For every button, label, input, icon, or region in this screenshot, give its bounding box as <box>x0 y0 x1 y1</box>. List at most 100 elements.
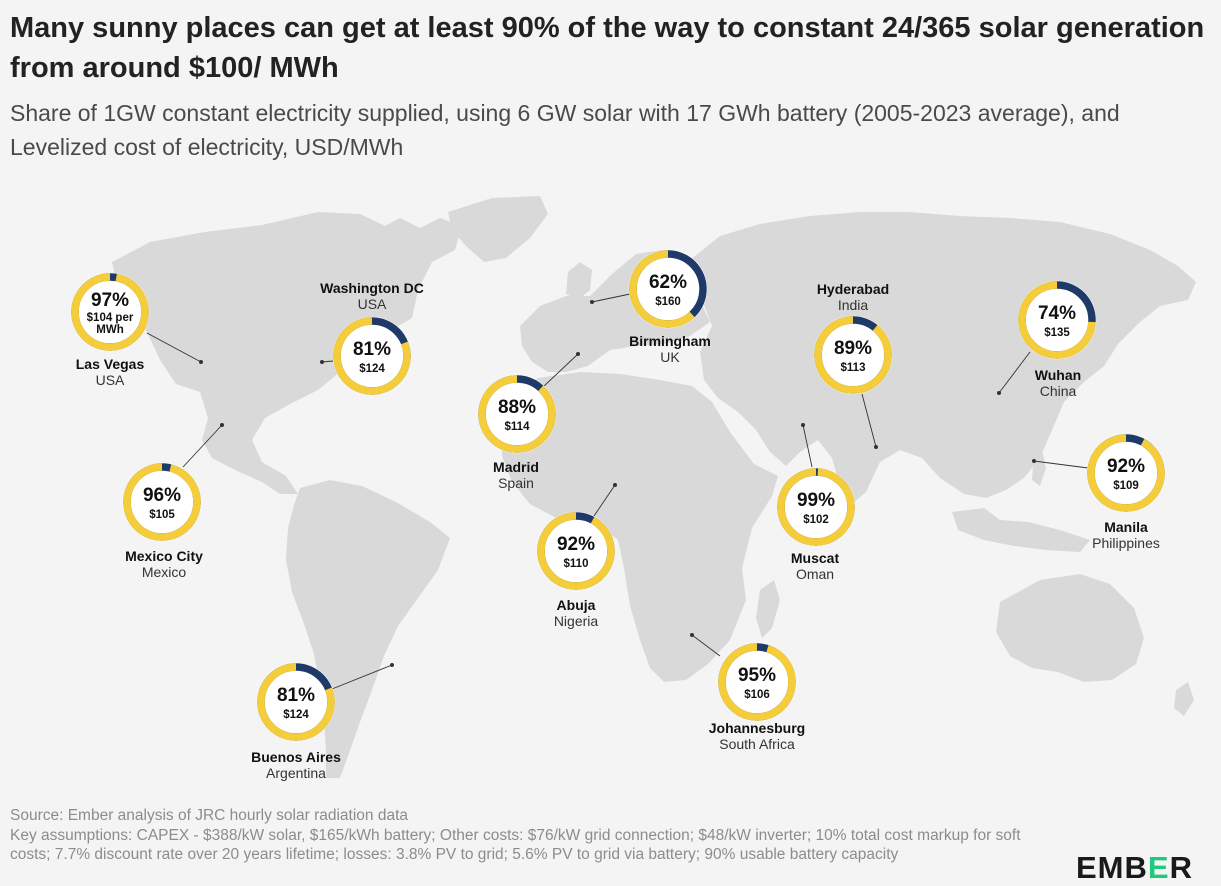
city-name-muscat: Muscat <box>791 550 840 566</box>
share-label-manila: 92% <box>1107 456 1145 477</box>
share-label-johannesburg: 95% <box>738 665 776 686</box>
philippines-shape <box>1032 450 1046 486</box>
ember-logo-accent: E <box>1147 850 1170 885</box>
cost-label-abuja: $110 <box>564 558 589 570</box>
cost-label-washington-dc: $124 <box>359 363 385 375</box>
city-name-hyderabad: Hyderabad <box>817 281 889 297</box>
ember-logo-part3: R <box>1169 850 1193 885</box>
location-dot-wuhan <box>997 391 1001 395</box>
city-name-wuhan: Wuhan <box>1035 367 1081 383</box>
share-label-las-vegas: 97% <box>91 290 129 311</box>
leader-lines <box>146 293 1089 690</box>
leader-line-mexico-city <box>182 424 223 468</box>
solar-share-arc-abuja <box>537 512 615 590</box>
ring-background-muscat <box>776 467 856 547</box>
city-name-washington-dc: Washington DC <box>320 280 424 296</box>
country-name-abuja: Nigeria <box>554 613 599 629</box>
ring-background-hyderabad <box>813 315 893 395</box>
leader-line-johannesburg <box>691 634 721 657</box>
share-label-abuja: 92% <box>557 534 595 555</box>
city-marker-hyderabad: 89% $113 <box>813 315 893 395</box>
cost-label-birmingham: $160 <box>655 296 681 308</box>
australia-shape <box>996 574 1144 682</box>
city-name-las-vegas: Las Vegas <box>76 356 145 372</box>
city-marker-manila: 92% $109 <box>1086 433 1166 513</box>
leader-line-hyderabad <box>861 393 877 448</box>
leader-line-buenos-aires <box>331 664 393 690</box>
location-dot-birmingham <box>590 300 594 304</box>
solar-share-arc-madrid <box>478 375 556 453</box>
cost-label-muscat: $102 <box>803 514 829 526</box>
ring-background-johannesburg <box>717 642 797 722</box>
solar-share-arc-manila <box>1087 434 1165 512</box>
city-marker-birmingham: 62% $160 <box>628 249 708 329</box>
solar-share-arc-johannesburg <box>718 643 796 721</box>
chart-title: Many sunny places can get at least 90% o… <box>10 12 1205 84</box>
city-name-abuja: Abuja <box>557 597 596 613</box>
solar-share-arc-hyderabad <box>814 316 892 394</box>
country-name-las-vegas: USA <box>96 372 125 388</box>
share-label-mexico-city: 96% <box>143 485 181 506</box>
country-name-manila: Philippines <box>1092 535 1160 551</box>
city-marker-buenos-aires: 81% $124 <box>256 662 336 742</box>
leader-line-madrid <box>542 353 579 388</box>
ring-background-madrid <box>477 374 557 454</box>
ember-logo-part1: EMB <box>1076 850 1148 885</box>
city-name-johannesburg: Johannesburg <box>709 720 805 736</box>
leader-line-birmingham <box>591 293 631 303</box>
leader-line-abuja <box>593 484 616 517</box>
cost-label-manila: $109 <box>1113 480 1139 492</box>
city-marker-johannesburg: 95% $106 <box>717 642 797 722</box>
ring-background-abuja <box>536 511 616 591</box>
chart-subtitle: Share of 1GW constant electricity suppli… <box>10 100 1120 160</box>
ring-background-las-vegas <box>70 272 150 352</box>
share-label-wuhan: 74% <box>1038 303 1076 324</box>
cost-label-hyderabad: $113 <box>841 362 866 374</box>
share-label-birmingham: 62% <box>649 272 687 293</box>
location-dot-johannesburg <box>690 633 694 637</box>
cost-label-las-vegas: $104 per <box>87 312 134 324</box>
city-name-birmingham: Birmingham <box>629 333 711 349</box>
country-name-birmingham: UK <box>660 349 680 365</box>
assumptions-note: Key assumptions: CAPEX - $388/kW solar, … <box>10 826 1021 864</box>
city-name-madrid: Madrid <box>493 459 539 475</box>
cost-label-buenos-aires: $124 <box>283 709 309 721</box>
location-dot-mexico-city <box>220 423 224 427</box>
city-marker-mexico-city: 96% $105 <box>122 462 202 542</box>
solar-share-arc-wuhan <box>1018 281 1096 359</box>
location-dot-manila <box>1032 459 1036 463</box>
ring-background-wuhan <box>1017 280 1097 360</box>
city-name-manila: Manila <box>1104 519 1148 535</box>
location-dot-muscat <box>801 423 805 427</box>
city-marker-muscat: 99% $102 <box>776 467 856 547</box>
solar-share-arc-muscat <box>777 468 855 546</box>
city-name-buenos-aires: Buenos Aires <box>251 749 341 765</box>
leader-line-wuhan <box>998 351 1031 394</box>
share-label-hyderabad: 89% <box>834 338 872 359</box>
share-label-madrid: 88% <box>498 397 536 418</box>
country-name-hyderabad: India <box>838 297 869 313</box>
city-name-mexico-city: Mexico City <box>125 548 203 564</box>
solar-share-arc-washington-dc <box>333 317 411 395</box>
ring-background-washington-dc <box>332 316 412 396</box>
cost-label-wuhan: $135 <box>1044 327 1070 339</box>
leader-line-muscat <box>802 424 813 468</box>
solar-share-arc-birmingham <box>629 250 707 328</box>
city-marker-madrid: 88% $114 <box>477 374 557 454</box>
location-dot-abuja <box>613 483 617 487</box>
new-zealand-shape <box>1174 682 1194 716</box>
africa-shape <box>502 372 778 682</box>
solar-share-arc-mexico-city <box>123 463 201 541</box>
indonesia-shape <box>952 508 1090 552</box>
share-label-muscat: 99% <box>797 490 835 511</box>
country-name-buenos-aires: Argentina <box>266 765 326 781</box>
land-masses <box>112 196 1196 778</box>
share-label-buenos-aires: 81% <box>277 685 315 706</box>
cost-label-mexico-city: $105 <box>149 509 175 521</box>
ring-background-manila <box>1086 433 1166 513</box>
solar-share-arc-buenos-aires <box>257 663 335 741</box>
city-marker-wuhan: 74% $135 <box>1017 280 1097 360</box>
country-name-madrid: Spain <box>498 475 534 491</box>
